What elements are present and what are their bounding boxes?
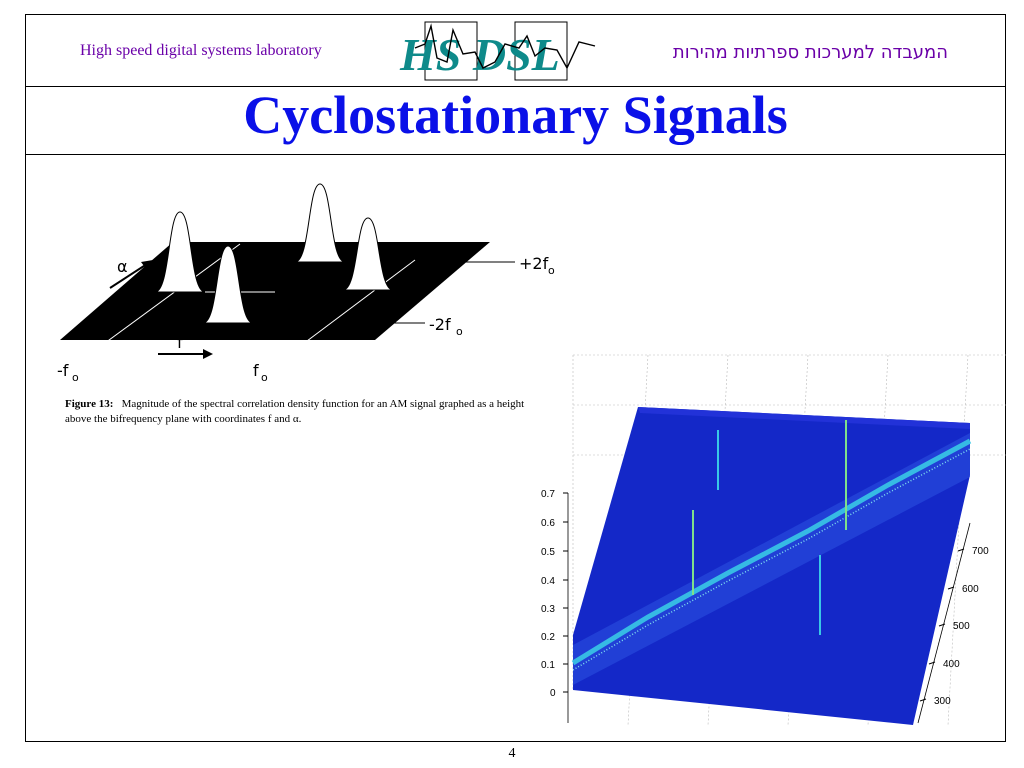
f0-label: f [253,361,259,380]
y-tick-500: 500 [953,621,970,632]
z-tick-0.3: 0.3 [541,604,555,615]
y-tick-700: 700 [972,546,989,557]
logo-text: HS DSL [399,29,560,80]
plus-2f0-subscript: o [548,264,555,277]
figure-caption-text: Magnitude of the spectral correlation de… [65,398,525,425]
y-tick-300: 300 [934,696,951,707]
y-axis: 700 600 500 400 300 [917,522,989,724]
peak-back [294,183,346,263]
z-tick-0.1: 0.1 [541,660,555,671]
figure-caption-label: Figure 13: [65,398,114,410]
bifrequency-plane-diagram: α f +2f o -2f o -f o f o [57,183,555,384]
surface-back-edge [638,407,970,429]
minus-f0-subscript: o [72,371,79,384]
minus-2f0-label: -2f [429,315,451,334]
z-tick-0: 0 [550,688,556,699]
minus-2f0-subscript: o [456,325,463,338]
z-axis: 0.7 0.6 0.5 0.4 0.3 0.2 0.1 0 [541,489,569,723]
diagonal-ridge [571,438,972,666]
y-tick-600: 600 [962,584,979,595]
f0-subscript: o [261,371,268,384]
lab-name-english: High speed digital systems laboratory [80,42,322,59]
plus-2f0-label: +2f [519,254,549,273]
hsdsl-logo: HS DSL [399,21,596,81]
z-tick-0.2: 0.2 [541,632,555,643]
diagonal-ridge-texture [572,448,971,671]
slide-title: Cyclostationary Signals [243,85,788,145]
minus-f0-label: -f [57,361,69,380]
figure-caption: Figure 13: Magnitude of the spectral cor… [65,397,535,427]
peak-right [342,217,394,291]
z-tick-0.6: 0.6 [541,518,555,529]
title-divider [25,154,1006,155]
f-axis-label: f [177,333,183,352]
slide-frame [25,14,1006,742]
page-number: 4 [508,746,516,761]
y-tick-400: 400 [943,659,960,670]
peak-front [202,245,254,324]
alpha-axis-label: α [117,257,128,276]
z-tick-0.4: 0.4 [541,576,555,587]
z-tick-0.7: 0.7 [541,489,555,500]
header-divider [25,86,1006,87]
z-tick-0.5: 0.5 [541,547,555,558]
lab-name-hebrew: המעבדה למערכות ספרתיות מהירות [672,42,948,63]
peak-left [154,211,206,293]
spectral-correlation-3d-plot: 0.7 0.6 0.5 0.4 0.3 0.2 0.1 0 700 600 50… [541,354,1006,726]
